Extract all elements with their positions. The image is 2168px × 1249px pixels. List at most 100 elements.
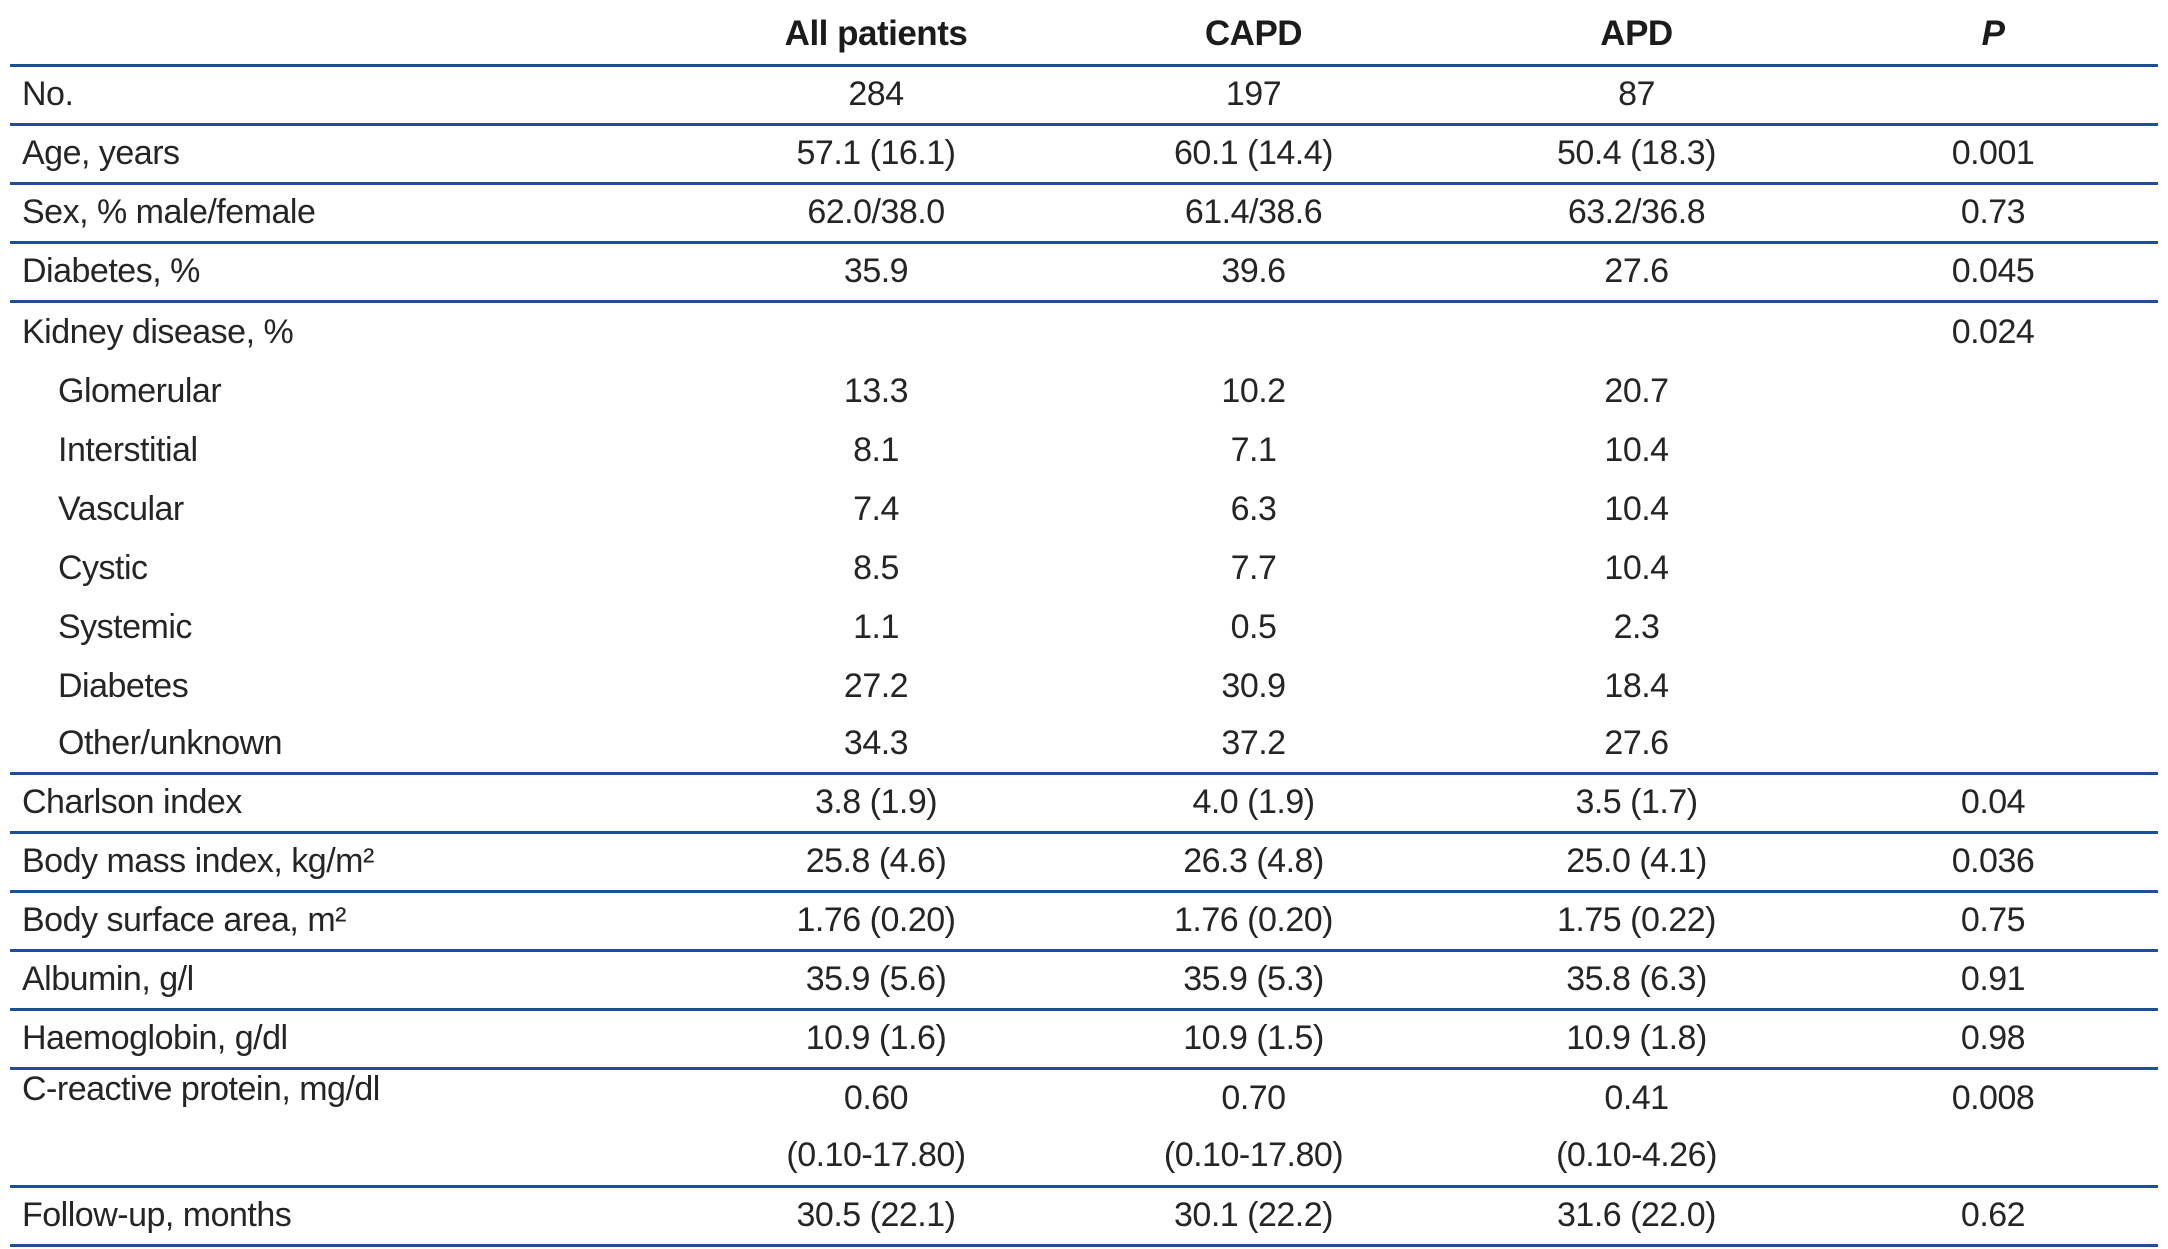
header-all-patients: All patients [690, 3, 1062, 67]
cell-p-value: 0.008 [1828, 1068, 2158, 1188]
cell-p-value: 0.73 [1828, 183, 2158, 244]
row-label: Vascular [58, 489, 184, 528]
cell-capd: 0.70 (0.10-17.80) [1062, 1068, 1445, 1188]
row-label: Diabetes, % [10, 242, 690, 303]
cell-apd: 50.4 (18.3) [1445, 124, 1828, 185]
patient-characteristics-table: All patients CAPD APD P No. 284 197 87 A… [10, 3, 2158, 1247]
row-label: Body mass index, kg/m² [10, 832, 690, 893]
cell-p-value [1828, 539, 2158, 598]
header-row: All patients CAPD APD P [10, 3, 2158, 67]
cell-p-value: 0.98 [1828, 1009, 2158, 1070]
cell-all-patients: 35.9 [690, 242, 1062, 303]
cell-p-value: 0.036 [1828, 832, 2158, 893]
cell-capd: 10.9 (1.5) [1062, 1009, 1445, 1070]
row-label: Kidney disease, % [22, 312, 294, 351]
row-label: No. [10, 65, 690, 126]
cell-all-patients: 27.2 [843, 666, 909, 705]
cell-capd: 37.2 [1062, 716, 1445, 775]
table-row: Albumin, g/l 35.9 (5.6) 35.9 (5.3) 35.8 … [10, 950, 2158, 1011]
cell-apd: 35.8 (6.3) [1445, 950, 1828, 1011]
row-label: Interstitial [58, 430, 198, 469]
table-header: All patients CAPD APD P [10, 3, 2158, 67]
cell-apd: 1.75 (0.22) [1445, 891, 1828, 952]
cell-apd: 10.4 [1604, 430, 1669, 469]
cell-capd: 60.1 (14.4) [1062, 124, 1445, 185]
table-row: Other/unknown 34.3 37.2 27.6 [10, 716, 2158, 775]
table-row: Glomerular 13.3 10.2 20.7 [10, 362, 2158, 421]
cell-capd: 61.4/38.6 [1062, 183, 1445, 244]
cell-all-patients: 13.3 [843, 371, 909, 410]
row-label: Diabetes [58, 666, 189, 705]
row-label: Follow-up, months [10, 1186, 690, 1247]
cell-apd: 31.6 (22.0) [1445, 1186, 1828, 1247]
cell-all-patients: 1.1 [853, 607, 899, 646]
cell-p-value [1828, 480, 2158, 539]
row-label: C-reactive protein, mg/dl [10, 1068, 690, 1188]
cell-capd: 30.9 [1221, 666, 1286, 705]
cell-p-value: 0.045 [1828, 242, 2158, 303]
row-label: Body surface area, m² [10, 891, 690, 952]
table-row: Systemic 1.1 0.5 2.3 [10, 598, 2158, 657]
cell-p-value [1828, 716, 2158, 775]
cell-p-value [1828, 362, 2158, 421]
cell-apd: 3.5 (1.7) [1445, 773, 1828, 834]
header-p-value: P [1828, 3, 2158, 67]
cell-capd: 39.6 [1062, 242, 1445, 303]
table-row: Interstitial 8.1 7.1 10.4 [10, 421, 2158, 480]
cell-capd: 4.0 (1.9) [1062, 773, 1445, 834]
cell-capd: 0.5 [1230, 607, 1277, 646]
cell-p-value: 0.001 [1828, 124, 2158, 185]
cell-capd [1062, 302, 1445, 363]
row-label: Haemoglobin, g/dl [10, 1009, 690, 1070]
table-row: Charlson index 3.8 (1.9) 4.0 (1.9) 3.5 (… [10, 773, 2158, 834]
row-label: Albumin, g/l [10, 950, 690, 1011]
cell-p-value: 0.024 [1951, 312, 2035, 351]
cell-p-value [1828, 657, 2158, 716]
table-row: Diabetes, % 35.9 39.6 27.6 0.045 [10, 242, 2158, 303]
cell-all-patients: 10.9 (1.6) [690, 1009, 1062, 1070]
cell-capd: 7.1 [1230, 430, 1277, 469]
cell-apd: 20.7 [1604, 371, 1669, 410]
table-row: Sex, % male/female 62.0/38.0 61.4/38.6 6… [10, 183, 2158, 244]
cell-all-patients: 1.76 (0.20) [690, 891, 1062, 952]
table-row: Follow-up, months 30.5 (22.1) 30.1 (22.2… [10, 1186, 2158, 1247]
row-label: Age, years [10, 124, 690, 185]
header-capd: CAPD [1062, 3, 1445, 67]
table-row: C-reactive protein, mg/dl 0.60 (0.10-17.8… [10, 1068, 2158, 1188]
cell-apd: 25.0 (4.1) [1445, 832, 1828, 893]
table-row: Haemoglobin, g/dl 10.9 (1.6) 10.9 (1.5) … [10, 1009, 2158, 1070]
cell-all-patients: 284 [690, 65, 1062, 126]
cell-apd: 27.6 [1445, 242, 1828, 303]
table-row: Diabetes 27.2 30.9 18.4 [10, 657, 2158, 716]
cell-all-patients: 8.1 [853, 430, 899, 469]
cell-apd: 87 [1445, 65, 1828, 126]
cell-all-patients: 34.3 [690, 716, 1062, 775]
cell-apd: 0.41 (0.10-4.26) [1445, 1068, 1828, 1188]
cell-all-patients: 30.5 (22.1) [690, 1186, 1062, 1247]
cell-p-value [1828, 421, 2158, 480]
header-empty [10, 3, 690, 67]
cell-all-patients [690, 302, 1062, 363]
cell-all-patients: 62.0/38.0 [690, 183, 1062, 244]
cell-apd: 10.4 [1604, 548, 1669, 587]
row-label: Glomerular [58, 371, 222, 410]
cell-capd: 35.9 (5.3) [1062, 950, 1445, 1011]
cell-capd: 10.2 [1221, 371, 1286, 410]
cell-p-value: 0.75 [1828, 891, 2158, 952]
header-apd: APD [1445, 3, 1828, 67]
table-row: Vascular 7.4 6.3 10.4 [10, 480, 2158, 539]
cell-capd: 30.1 (22.2) [1062, 1186, 1445, 1247]
cell-apd: 63.2/36.8 [1445, 183, 1828, 244]
cell-apd [1445, 302, 1828, 363]
cell-all-patients: 7.4 [853, 489, 899, 528]
table-body: No. 284 197 87 Age, years 57.1 (16.1) 60… [10, 65, 2158, 1247]
table-row: No. 284 197 87 [10, 65, 2158, 126]
cell-capd: 197 [1062, 65, 1445, 126]
table-row: Kidney disease, % 0.024 [10, 302, 2158, 363]
row-label: Sex, % male/female [10, 183, 690, 244]
cell-all-patients: 25.8 (4.6) [690, 832, 1062, 893]
row-label: Other/unknown [10, 716, 690, 775]
cell-all-patients: 57.1 (16.1) [690, 124, 1062, 185]
row-label: Cystic [58, 548, 148, 587]
